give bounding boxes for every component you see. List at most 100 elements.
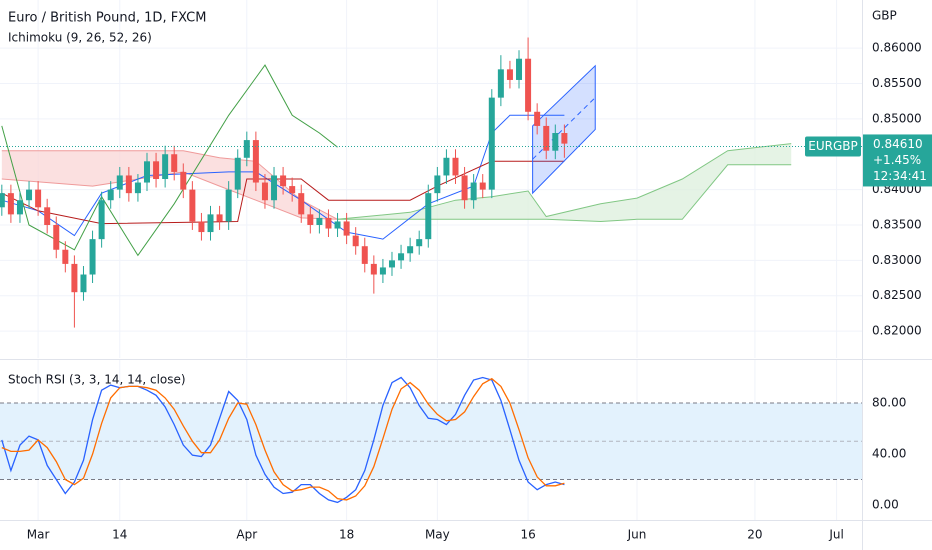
candle-body bbox=[153, 161, 160, 179]
candle-body bbox=[289, 186, 296, 194]
symbol-badge bbox=[805, 136, 861, 157]
y-tick-label: 0.85500 bbox=[872, 76, 922, 90]
candle-body bbox=[434, 175, 441, 194]
x-tick-label: Mar bbox=[27, 528, 50, 542]
candle-body bbox=[534, 111, 541, 126]
candle-body bbox=[216, 214, 223, 222]
candle-body bbox=[16, 200, 23, 215]
x-tick-label: 16 bbox=[520, 528, 535, 542]
candle-body bbox=[44, 207, 51, 225]
stoch-line bbox=[1, 377, 565, 501]
candle-body bbox=[26, 189, 33, 201]
ichimoku-cloud bbox=[337, 143, 792, 222]
candle-body bbox=[252, 140, 259, 183]
candle-body bbox=[516, 58, 523, 80]
candle-body bbox=[53, 224, 60, 250]
x-tick-label: 20 bbox=[747, 528, 762, 542]
candle-body bbox=[361, 246, 368, 264]
symbol-label: EURGBP bbox=[808, 139, 857, 153]
candle-body bbox=[370, 263, 377, 275]
candle-body bbox=[561, 133, 568, 144]
candle-body bbox=[7, 193, 14, 215]
x-tick-label: Jun bbox=[627, 528, 647, 542]
y-tick-label: 0.83000 bbox=[872, 253, 922, 267]
candle-body bbox=[334, 221, 341, 229]
currency-label: GBP bbox=[872, 9, 897, 23]
price-badge bbox=[863, 134, 932, 187]
symbol-title: Euro / British Pound, 1D, FXCM bbox=[8, 11, 206, 26]
candle-body bbox=[80, 274, 87, 293]
trend-channel-mid bbox=[532, 97, 596, 160]
indicator-title: Ichimoku (9, 26, 52, 26) bbox=[8, 31, 152, 45]
x-tick-label: Apr bbox=[236, 528, 257, 542]
candle-body bbox=[189, 189, 196, 222]
candle-body bbox=[506, 69, 513, 80]
candle-body bbox=[171, 154, 178, 172]
candle-body bbox=[543, 125, 550, 151]
candle-body bbox=[125, 175, 132, 194]
candle-body bbox=[89, 239, 96, 275]
candle-body bbox=[243, 140, 250, 158]
y-tick-label: 0.00 bbox=[872, 497, 899, 511]
candle-body bbox=[352, 235, 359, 247]
x-tick-label: Jul bbox=[828, 528, 843, 542]
candle-body bbox=[470, 182, 477, 201]
candle-body bbox=[271, 175, 278, 201]
candle-body bbox=[134, 182, 141, 194]
candle-body bbox=[98, 200, 105, 240]
candle-body bbox=[425, 193, 432, 240]
y-tick-label: 40.00 bbox=[872, 446, 906, 460]
y-tick-label: 0.82500 bbox=[872, 288, 922, 302]
candle-body bbox=[552, 133, 559, 151]
candle-body bbox=[225, 189, 232, 222]
candle-body bbox=[461, 175, 468, 201]
candle-body bbox=[452, 157, 459, 176]
last-price-label: 0.84610 bbox=[873, 137, 923, 151]
y-tick-label: 80.00 bbox=[872, 395, 906, 409]
candle-body bbox=[398, 253, 405, 261]
y-tick-label: 0.82000 bbox=[872, 324, 922, 338]
candle-body bbox=[479, 182, 486, 190]
candle-body bbox=[261, 182, 268, 201]
candle-body bbox=[379, 267, 386, 275]
candle-body bbox=[388, 260, 395, 268]
candle-body bbox=[298, 193, 305, 215]
candle-body bbox=[234, 157, 241, 190]
candle-body bbox=[207, 214, 214, 233]
candle-body bbox=[62, 249, 69, 264]
cloud-edge bbox=[337, 164, 792, 223]
y-tick-label: 0.83500 bbox=[872, 217, 922, 231]
y-tick-label: 0.86000 bbox=[872, 41, 922, 55]
candle-body bbox=[107, 189, 114, 201]
x-tick-label: 18 bbox=[339, 528, 354, 542]
candle-body bbox=[407, 246, 414, 254]
x-tick-label: May bbox=[425, 528, 450, 542]
indicator-title: Stoch RSI (3, 3, 14, 14, close) bbox=[8, 373, 186, 387]
candle-body bbox=[71, 263, 78, 293]
candle-body bbox=[443, 157, 450, 176]
candle-body bbox=[497, 69, 504, 98]
ichimoku-line bbox=[1, 64, 338, 257]
stoch-line bbox=[1, 376, 565, 504]
x-tick-label: 14 bbox=[112, 528, 127, 542]
candle-body bbox=[143, 161, 150, 183]
candle-body bbox=[488, 97, 495, 190]
candle-body bbox=[280, 175, 287, 187]
candle-body bbox=[116, 175, 123, 190]
candle-body bbox=[162, 154, 169, 179]
y-tick-label: 0.85000 bbox=[872, 111, 922, 125]
countdown-label: 12:34:41 bbox=[873, 169, 927, 183]
candle-body bbox=[343, 221, 350, 236]
candle-body bbox=[198, 221, 205, 233]
candle-body bbox=[316, 217, 323, 225]
change-label: +1.45% bbox=[873, 153, 921, 167]
candle-body bbox=[307, 214, 314, 225]
candle-body bbox=[180, 171, 187, 190]
candle-body bbox=[35, 189, 42, 208]
candle-body bbox=[0, 193, 5, 208]
candle-body bbox=[416, 239, 423, 247]
candle-body bbox=[525, 58, 532, 112]
candle-body bbox=[325, 217, 332, 229]
